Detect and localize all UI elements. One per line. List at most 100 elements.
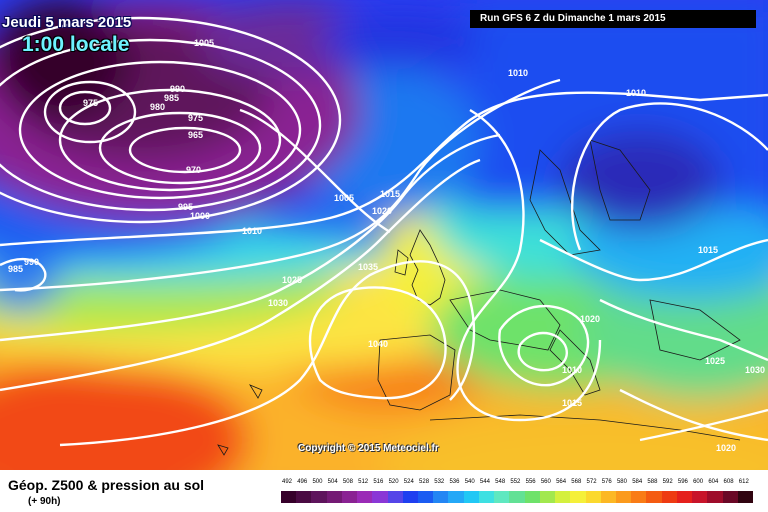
scale-tick-label: 584 — [632, 479, 643, 485]
scale-swatch — [448, 491, 465, 503]
scale-tick-label: 580 — [616, 479, 627, 485]
scale-swatch — [585, 491, 602, 503]
scale-tick-label: 568 — [571, 479, 582, 485]
scale-swatch — [296, 491, 312, 503]
scale-tick-label: 560 — [540, 479, 551, 485]
scale-tick-label: 552 — [510, 479, 521, 485]
isobar-label: 970 — [186, 165, 201, 175]
scale-swatch — [372, 491, 389, 503]
scale-swatch — [357, 491, 373, 503]
isobar-label: 1030 — [745, 365, 765, 375]
scale-swatch — [676, 491, 693, 503]
scale-tick-label: 528 — [419, 479, 430, 485]
isobar-label: 1040 — [368, 339, 388, 349]
isobar-label: 1015 — [562, 398, 582, 408]
chart-title: Géop. Z500 & pression au sol — [8, 477, 205, 493]
scale-swatch — [341, 491, 358, 503]
isobar-lines — [0, 16, 768, 447]
scale-swatch — [311, 491, 328, 503]
isobar-label: 1020 — [580, 314, 600, 324]
isobar-label: 1000 — [190, 211, 210, 221]
scale-tick-label: 492 — [282, 479, 293, 485]
geopotential-field — [0, 0, 768, 470]
scale-tick-label: 588 — [647, 479, 658, 485]
isobar-labels: 1005 990 985 980 975 975 965 970 995 100… — [8, 38, 765, 453]
isobar-label: 965 — [188, 130, 203, 140]
scale-swatch — [737, 491, 754, 503]
isobar-label: 1025 — [282, 275, 302, 285]
isobar-label: 1010 — [242, 226, 262, 236]
color-scale-labels: 492 496 500 504 508 512 516 520 524 528 532 536 540 5… — [281, 479, 753, 489]
scale-swatch — [524, 491, 541, 503]
scale-swatch — [615, 491, 632, 503]
isobar-label: 1025 — [705, 356, 725, 366]
scale-swatch — [707, 491, 724, 503]
scale-swatch — [570, 491, 586, 503]
isobar-label: 1010 — [626, 88, 646, 98]
scale-tick-label: 576 — [601, 479, 612, 485]
scale-tick-label: 524 — [403, 479, 414, 485]
scale-tick-label: 600 — [693, 479, 704, 485]
scale-swatch — [418, 491, 434, 503]
scale-swatch — [387, 491, 404, 503]
isobar-label: 1005 — [194, 38, 214, 48]
scale-tick-label: 596 — [677, 479, 688, 485]
isobar-label: 1010 — [562, 365, 582, 375]
scale-tick-label: 604 — [708, 479, 719, 485]
forecast-date: Jeudi 5 mars 2015 — [2, 14, 132, 31]
scale-tick-label: 536 — [449, 479, 460, 485]
scale-tick-label: 520 — [388, 479, 399, 485]
scale-tick-label: 508 — [342, 479, 353, 485]
isobar-label: 1035 — [358, 262, 378, 272]
isobar-label: 1005 — [334, 193, 354, 203]
isobar-label: 990 — [24, 257, 39, 267]
isobar-label: 1030 — [268, 298, 288, 308]
scale-tick-label: 608 — [723, 479, 734, 485]
forecast-hour: 1:00 locale — [22, 33, 130, 56]
scale-swatch — [555, 491, 571, 503]
isobar-label: 1015 — [380, 189, 400, 199]
isobar-label: 975 — [188, 113, 203, 123]
isobar-label: 980 — [150, 102, 165, 112]
scale-swatch — [600, 491, 617, 503]
scale-swatch — [539, 491, 556, 503]
scale-tick-label: 564 — [556, 479, 567, 485]
scale-tick-label: 512 — [358, 479, 369, 485]
forecast-offset: (+ 90h) — [28, 496, 61, 507]
scale-swatch — [433, 491, 449, 503]
color-scale-bar — [281, 491, 754, 503]
scale-tick-label: 544 — [479, 479, 490, 485]
scale-swatch — [463, 491, 480, 503]
scale-tick-label: 500 — [312, 479, 323, 485]
scale-swatch — [692, 491, 708, 503]
scale-tick-label: 532 — [434, 479, 445, 485]
isobar-label: 995 — [178, 202, 193, 212]
isobar-label: 1015 — [698, 245, 718, 255]
scale-swatch — [478, 491, 495, 503]
scale-tick-label: 612 — [738, 479, 749, 485]
isobar-label: 1020 — [372, 206, 392, 216]
isobar-label: 975 — [83, 98, 98, 108]
scale-swatch — [402, 491, 419, 503]
scale-tick-label: 548 — [495, 479, 506, 485]
scale-swatch — [326, 491, 343, 503]
scale-swatch — [509, 491, 526, 503]
model-run-label: Run GFS 6 Z du Dimanche 1 mars 2015 — [470, 10, 756, 28]
scale-tick-label: 540 — [464, 479, 475, 485]
scale-swatch — [646, 491, 663, 503]
copyright-text: Copyright © 2015 Meteociel.fr — [298, 443, 439, 454]
scale-swatch — [631, 491, 647, 503]
isobar-label: 985 — [8, 264, 23, 274]
scale-swatch — [722, 491, 739, 503]
isobar-label: 990 — [170, 84, 185, 94]
scale-tick-label: 516 — [373, 479, 384, 485]
isobar-label: 1020 — [716, 443, 736, 453]
scale-tick-label: 504 — [327, 479, 338, 485]
scale-tick-label: 592 — [662, 479, 673, 485]
scale-swatch — [281, 491, 297, 503]
pressure-map: 1005 990 985 980 975 975 965 970 995 100… — [0, 0, 768, 470]
scale-tick-label: 572 — [586, 479, 597, 485]
scale-swatch — [494, 491, 510, 503]
scale-swatch — [661, 491, 678, 503]
